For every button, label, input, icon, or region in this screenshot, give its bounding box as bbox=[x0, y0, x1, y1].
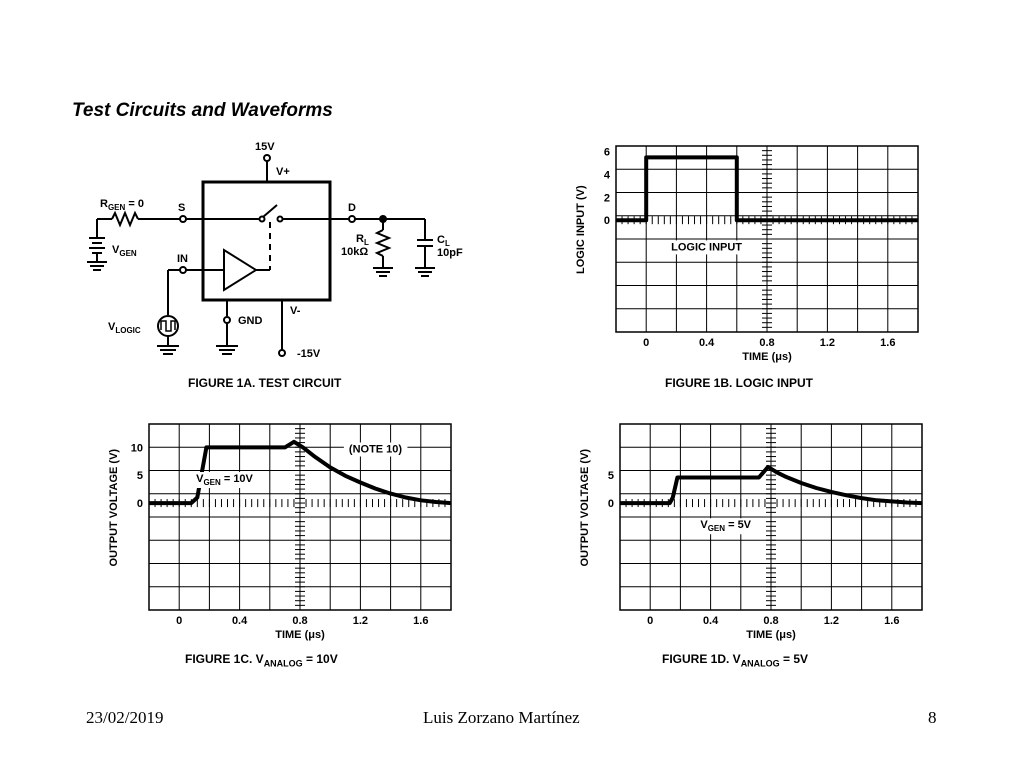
x-tick-label: 0.8 bbox=[292, 615, 307, 627]
x-tick-label: 1.6 bbox=[884, 615, 899, 627]
x-tick-label: 0.4 bbox=[703, 615, 719, 627]
x-axis-label: TIME (μs) bbox=[746, 629, 796, 641]
x-tick-label: 1.6 bbox=[880, 337, 895, 349]
y-axis-label: LOGIC INPUT (V) bbox=[575, 185, 587, 274]
figure-1a-caption: FIGURE 1A. TEST CIRCUIT bbox=[188, 376, 342, 390]
y-tick-label: 5 bbox=[137, 470, 143, 482]
series-line bbox=[616, 155, 918, 223]
y-tick-label: 5 bbox=[608, 470, 614, 482]
y-tick-label: 4 bbox=[604, 170, 611, 182]
vgen-label-text: VGEN = 10V bbox=[196, 473, 253, 487]
x-tick-label: 0.8 bbox=[763, 615, 778, 627]
figure-1d-chart: 0 0.4 0.8 1.2 1.6 0 5 TIME (μs) OUTPUT VOLTAGE (… bbox=[579, 423, 923, 641]
label-rl-value: 10kΩ bbox=[341, 246, 368, 258]
label-in: IN bbox=[177, 253, 188, 265]
rl-resistor bbox=[374, 229, 392, 257]
label-vplus: V+ bbox=[276, 166, 290, 178]
note-10-label: (NOTE 10) bbox=[343, 442, 408, 457]
x-tick-label: 1.2 bbox=[820, 337, 835, 349]
x-tick-label: 0 bbox=[643, 337, 649, 349]
y-axis-label: OUTPUT VOLTAGE (V) bbox=[108, 449, 120, 567]
footer-author: Luis Zorzano Martínez bbox=[423, 708, 580, 727]
axis-minor-ticks bbox=[619, 423, 923, 611]
vminus-terminal bbox=[278, 349, 286, 357]
label-background bbox=[191, 472, 259, 489]
rgen-resistor bbox=[111, 210, 139, 228]
label-background bbox=[343, 442, 408, 457]
figure-1c-caption: FIGURE 1C. VANALOG = 10V bbox=[185, 652, 338, 669]
series-line bbox=[620, 464, 923, 506]
s-terminal bbox=[179, 215, 187, 223]
series-line bbox=[149, 439, 452, 506]
vgen-label-text: VGEN = 5V bbox=[700, 519, 751, 533]
x-tick-label: 0.8 bbox=[759, 337, 774, 349]
vplus-terminal bbox=[263, 154, 271, 162]
gnd-terminal bbox=[223, 316, 231, 324]
label-background bbox=[666, 240, 748, 255]
x-axis-label: TIME (μs) bbox=[742, 351, 792, 363]
y-tick-label: 2 bbox=[604, 192, 610, 204]
x-tick-label: 0 bbox=[647, 615, 653, 627]
x-axis-label: TIME (μs) bbox=[275, 629, 325, 641]
y-tick-label: 6 bbox=[604, 147, 610, 159]
label-gnd: GND bbox=[238, 315, 263, 327]
y-tick-label: 0 bbox=[604, 215, 610, 227]
switch-blade bbox=[262, 204, 278, 218]
label-minus15v: -15V bbox=[297, 348, 321, 360]
footer-page-number: 8 bbox=[928, 708, 937, 727]
in-terminal bbox=[179, 266, 187, 274]
label-cl-value: 10pF bbox=[437, 247, 463, 259]
label-15v: 15V bbox=[255, 141, 275, 153]
y-axis-label: OUTPUT VOLTAGE (V) bbox=[579, 449, 591, 567]
x-tick-label: 0 bbox=[176, 615, 182, 627]
label-background bbox=[695, 518, 757, 535]
label-vminus: V- bbox=[290, 305, 301, 317]
label-cl: CL bbox=[437, 234, 450, 248]
y-tick-label: 0 bbox=[137, 498, 143, 510]
figure-1b-chart: 0 0.4 0.8 1.2 1.6 0 2 4 6 TIME (μs) LOGIC INPUT (V… bbox=[575, 145, 919, 363]
x-tick-label: 1.2 bbox=[824, 615, 839, 627]
y-tick-label: 10 bbox=[131, 442, 143, 454]
vgen-label: VGEN = 10V bbox=[191, 472, 259, 489]
label-d: D bbox=[348, 202, 356, 214]
test-circuit-diagram: 15V V+ RGEN = 0 S D VGEN IN RL 10kΩ CL 1… bbox=[87, 141, 463, 360]
buffer-triangle bbox=[223, 248, 258, 292]
figure-1c-chart: 0 0.4 0.8 1.2 1.6 0 5 10 TIME (μs) OUTPUT VOLTAGE… bbox=[108, 423, 452, 641]
ic-box bbox=[201, 180, 332, 302]
x-tick-label: 1.2 bbox=[353, 615, 368, 627]
footer-date: 23/02/2019 bbox=[86, 708, 164, 727]
x-tick-label: 1.6 bbox=[413, 615, 428, 627]
logic-input-label: LOGIC INPUT bbox=[666, 240, 748, 255]
y-tick-label: 0 bbox=[608, 498, 614, 510]
x-tick-label: 0.4 bbox=[232, 615, 248, 627]
logic-input-label-text: LOGIC INPUT bbox=[671, 241, 742, 253]
slide-title: Test Circuits and Waveforms bbox=[72, 100, 333, 121]
note-10-label-text: (NOTE 10) bbox=[349, 444, 403, 456]
label-s: S bbox=[178, 202, 185, 214]
d-terminal bbox=[348, 215, 356, 223]
label-vlogic: VLOGIC bbox=[108, 321, 141, 335]
figure-1b-caption: FIGURE 1B. LOGIC INPUT bbox=[665, 376, 814, 390]
label-rl: RL bbox=[356, 233, 369, 247]
figure-1d-caption: FIGURE 1D. VANALOG = 5V bbox=[662, 652, 809, 669]
label-vgen: VGEN bbox=[112, 244, 137, 258]
vgen-label: VGEN = 5V bbox=[695, 518, 757, 535]
label-rgen: RGEN = 0 bbox=[100, 198, 144, 212]
x-tick-label: 0.4 bbox=[699, 337, 715, 349]
